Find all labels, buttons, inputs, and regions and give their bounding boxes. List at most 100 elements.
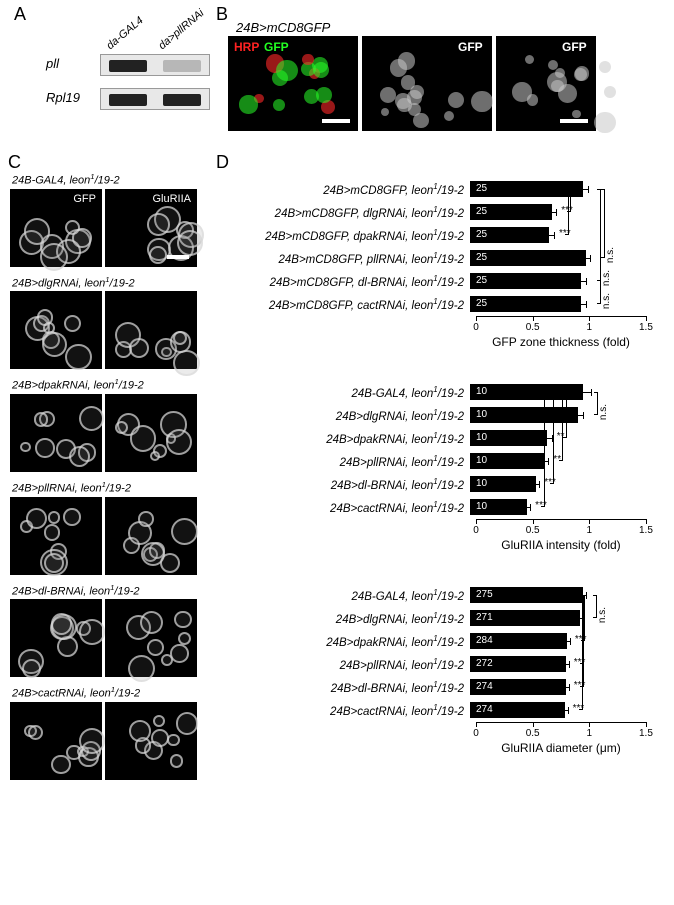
error-bar xyxy=(527,507,532,508)
bar: 25 xyxy=(470,227,549,243)
axis-title: GFP zone thickness (fold) xyxy=(476,335,646,349)
image-group: 24B>pllRNAi, leon1/19-2 xyxy=(10,480,205,575)
bar-area: 284*** xyxy=(470,632,640,650)
bar-area: 10 xyxy=(470,383,640,401)
gel-lane xyxy=(100,54,210,76)
chart-row: 24B>dlgRNAi, leon1/19-210n.s. xyxy=(222,404,662,426)
panel-c-images: 24B-GAL4, leon1/19-2GFPGluRIIA24B>dlgRNA… xyxy=(10,172,205,788)
micrograph xyxy=(10,291,102,369)
row-label: 24B>cactRNAi, leon1/19-2 xyxy=(222,703,470,718)
chart-row: 24B>dpakRNAi, leon1/19-2284*** xyxy=(222,630,662,652)
chart-row: 24B>dlgRNAi, leon1/19-2 271 n.s. xyxy=(222,607,662,629)
error-bar xyxy=(567,641,570,642)
row-label: 24B>pllRNAi, leon1/19-2 xyxy=(222,454,470,469)
comparison-bracket xyxy=(565,189,569,235)
bar: 25 xyxy=(470,204,552,220)
bar-area: 10** xyxy=(470,452,640,470)
image-group: 24B>dl-BRNAi, leon1/19-2 xyxy=(10,583,205,678)
significance-label: n.s. xyxy=(598,404,609,420)
channel-label: HRP xyxy=(234,40,259,54)
error-bar xyxy=(581,304,587,305)
comparison-bracket xyxy=(601,189,605,258)
gel-row-label: pll xyxy=(46,56,59,71)
error-bar xyxy=(581,281,587,282)
bar-area: 274*** xyxy=(470,701,640,719)
bar: 25 xyxy=(470,273,581,289)
row-label: 24B>pllRNAi, leon1/19-2 xyxy=(222,657,470,672)
channel-label: GFP xyxy=(458,40,483,54)
comparison-bracket xyxy=(593,595,597,618)
bar-area: 25n.s. xyxy=(470,249,640,267)
comparison-bracket xyxy=(597,189,601,304)
row-label: 24B-GAL4, leon1/19-2 xyxy=(222,588,470,603)
row-label: 24B>mCD8GFP, leon1/19-2 xyxy=(222,182,470,197)
comparison-bracket xyxy=(541,392,545,507)
chart-row: 24B>dpakRNAi, leon1/19-210** xyxy=(222,427,662,449)
micrograph xyxy=(105,497,197,575)
tick-label: 1.5 xyxy=(639,525,653,536)
micrograph: GFP xyxy=(496,36,596,131)
genotype-title: 24B>pllRNAi, leon1/19-2 xyxy=(12,480,205,495)
bar-area: 25*** xyxy=(470,226,640,244)
bar: 10 xyxy=(470,476,536,492)
image-group: 24B>dpakRNAi, leon1/19-2 xyxy=(10,377,205,472)
tick-label: 0.5 xyxy=(526,728,540,739)
n-label: 10 xyxy=(476,455,487,466)
comparison-bracket xyxy=(559,392,563,461)
micrograph xyxy=(105,291,197,369)
significance-label: n.s. xyxy=(597,607,608,623)
genotype-title: 24B>cactRNAi, leon1/19-2 xyxy=(12,685,205,700)
error-bar xyxy=(566,687,569,688)
tick-label: 0 xyxy=(473,322,479,333)
column-head: GluRIIA xyxy=(152,193,191,205)
bar-area: 275 xyxy=(470,586,640,604)
image-group: 24B-GAL4, leon1/19-2GFPGluRIIA xyxy=(10,172,205,267)
chart-row: 24B>pllRNAi, leon1/19-2272*** xyxy=(222,653,662,675)
n-label: 274 xyxy=(476,681,493,692)
error-bar xyxy=(586,258,592,259)
comparison-bracket xyxy=(563,392,567,438)
genotype-title: 24B>dpakRNAi, leon1/19-2 xyxy=(12,377,205,392)
bar: 10 xyxy=(470,453,544,469)
channel-label: GFP xyxy=(562,40,587,54)
bar-area: 25 xyxy=(470,180,640,198)
error-bar xyxy=(549,235,555,236)
micrograph xyxy=(105,599,197,677)
significance-label: n.s. xyxy=(601,270,612,286)
micrograph xyxy=(10,497,102,575)
n-label: 25 xyxy=(476,183,487,194)
micrograph xyxy=(105,394,197,472)
bar: 274 xyxy=(470,679,566,695)
bar: 275 xyxy=(470,587,583,603)
n-label: 25 xyxy=(476,206,487,217)
row-label: 24B>mCD8GFP, cactRNAi, leon1/19-2 xyxy=(222,297,470,312)
row-label: 24B>dl-BRNAi, leon1/19-2 xyxy=(222,477,470,492)
panel-a-label: A xyxy=(14,4,26,25)
error-bar xyxy=(536,484,541,485)
gel-band xyxy=(163,60,201,72)
bar-area: 10** xyxy=(470,429,640,447)
row-label: 24B>cactRNAi, leon1/19-2 xyxy=(222,500,470,515)
row-label: 24B>dl-BRNAi, leon1/19-2 xyxy=(222,680,470,695)
tick-label: 0 xyxy=(473,525,479,536)
gel-band xyxy=(109,60,147,72)
chart-row: 24B>cactRNAi, leon1/19-210*** xyxy=(222,496,662,518)
micrograph: GluRIIA xyxy=(105,189,197,267)
row-label: 24B>mCD8GFP, dlgRNAi, leon1/19-2 xyxy=(222,205,470,220)
n-label: 271 xyxy=(476,612,493,623)
gel-col-label: da>pllRNAi xyxy=(156,7,206,52)
gel-col-label: da-GAL4 xyxy=(104,15,145,52)
genotype-title: 24B>dl-BRNAi, leon1/19-2 xyxy=(12,583,205,598)
error-bar xyxy=(552,212,558,213)
micrograph xyxy=(105,702,197,780)
gel-lane xyxy=(100,88,210,110)
row-label: 24B-GAL4, leon1/19-2 xyxy=(222,385,470,400)
bar-area: 274*** xyxy=(470,678,640,696)
chart-row: 24B>pllRNAi, leon1/19-210** xyxy=(222,450,662,472)
column-head: GFP xyxy=(73,193,96,205)
row-label: 24B>dlgRNAi, leon1/19-2 xyxy=(222,611,470,626)
n-label: 10 xyxy=(476,432,487,443)
row-label: 24B>mCD8GFP, pllRNAi, leon1/19-2 xyxy=(222,251,470,266)
error-bar xyxy=(583,189,589,190)
n-label: 10 xyxy=(476,501,487,512)
